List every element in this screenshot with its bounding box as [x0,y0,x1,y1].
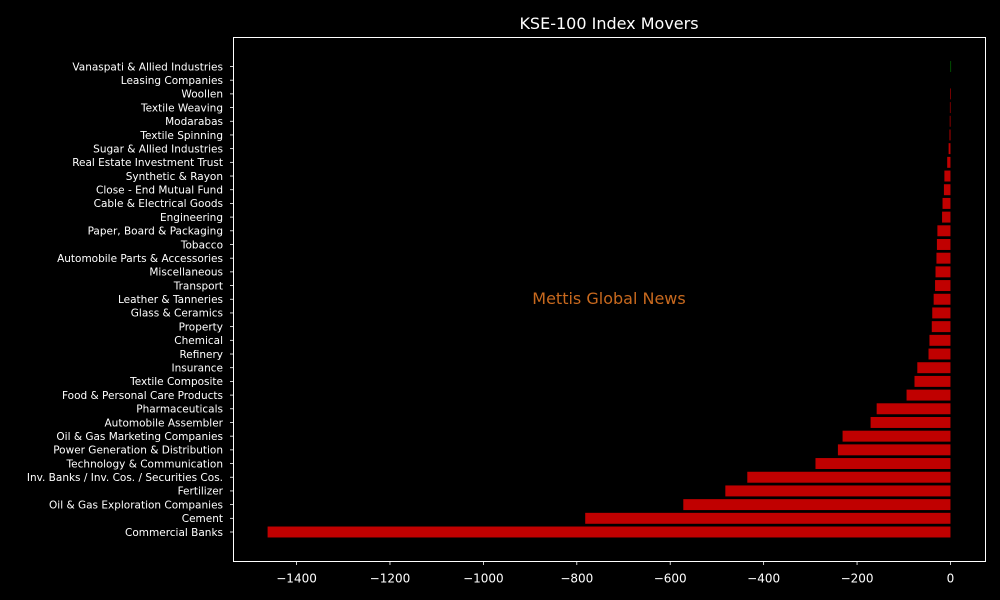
category-label: Refinery [179,349,223,361]
watermark: Mettis Global News [532,289,685,308]
category-label: Technology & Communication [66,458,223,470]
category-label: Textile Weaving [140,102,223,114]
bar [937,225,951,237]
bar [267,526,951,538]
category-label: Pharmaceuticals [136,404,223,416]
bar [948,143,951,155]
bar [683,499,951,511]
category-label: Close - End Mutual Fund [96,185,223,197]
x-tick-label: −1000 [463,572,504,586]
bar [936,252,951,264]
category-label: Textile Composite [129,376,223,388]
bar [747,471,951,483]
x-tick-label: 0 [947,572,955,586]
category-label: Textile Spinning [139,130,223,142]
x-tick-label: −400 [747,572,780,586]
category-label: Leather & Tanneries [118,294,223,306]
bar [837,444,951,456]
bar [842,430,951,442]
bar [935,280,951,292]
bar [917,362,951,374]
category-label: Paper, Board & Packaging [88,226,223,238]
bars-group [267,61,952,538]
category-label: Engineering [160,212,223,224]
bar [725,485,951,497]
axes-frame [233,37,986,562]
category-label: Glass & Ceramics [131,308,223,320]
x-ticks-group: −1400 −1200 −1000 −800 −600 −400 −200 0 [276,561,955,586]
bar [585,512,951,524]
x-tick-label: −800 [560,572,593,586]
category-label: Miscellaneous [149,267,223,279]
bar [876,403,951,415]
category-label: Cement [182,513,223,525]
bar [928,348,951,360]
bar [936,239,951,250]
bar [935,266,951,278]
bar [914,375,951,387]
category-label: Insurance [171,363,223,375]
category-label: Leasing Companies [121,75,223,87]
category-label: Woollen [181,89,223,101]
category-label: Tobacco [180,239,223,251]
category-label: Food & Personal Care Products [62,390,223,402]
x-tick-label: −200 [841,572,874,586]
bar [942,211,951,223]
bar [943,184,951,196]
bar [929,334,951,346]
category-label: Transport [173,280,223,292]
category-label: Vanaspati & Allied Industries [72,61,223,73]
x-tick-label: −1400 [276,572,317,586]
category-label: Synthetic & Rayon [126,171,223,183]
bar [950,61,952,72]
x-tick-label: −600 [654,572,687,586]
bar [947,156,951,168]
bar [870,416,951,428]
bar [933,293,951,305]
bar [944,170,951,182]
category-label: Power Generation & Distribution [53,445,223,457]
category-label: Property [179,321,223,333]
bar [815,458,951,470]
category-label: Commercial Banks [125,527,223,539]
bar [949,115,951,127]
category-label: Automobile Assembler [105,417,224,429]
bar [949,129,951,141]
bar [931,321,951,333]
bar [950,88,951,100]
category-label: Oil & Gas Exploration Companies [49,499,223,511]
x-tick-label: −1200 [370,572,411,586]
category-label: Automobile Parts & Accessories [57,253,223,265]
bar [949,102,951,114]
category-label: Real Estate Investment Trust [72,157,223,169]
category-label: Cable & Electrical Goods [94,198,223,210]
category-label: Oil & Gas Marketing Companies [56,431,223,443]
category-label: Modarabas [165,116,223,128]
category-label: Inv. Banks / Inv. Cos. / Securities Cos. [27,472,223,484]
bar [932,307,951,319]
bar [906,389,951,401]
category-label: Fertilizer [178,486,224,498]
category-label: Chemical [174,335,223,347]
category-labels-group: Commercial Banks Cement Oil & Gas Explorat… [27,61,234,539]
category-label: Sugar & Allied Industries [93,143,223,155]
chart-title: KSE-100 Index Movers [519,14,698,33]
bar [942,197,951,209]
